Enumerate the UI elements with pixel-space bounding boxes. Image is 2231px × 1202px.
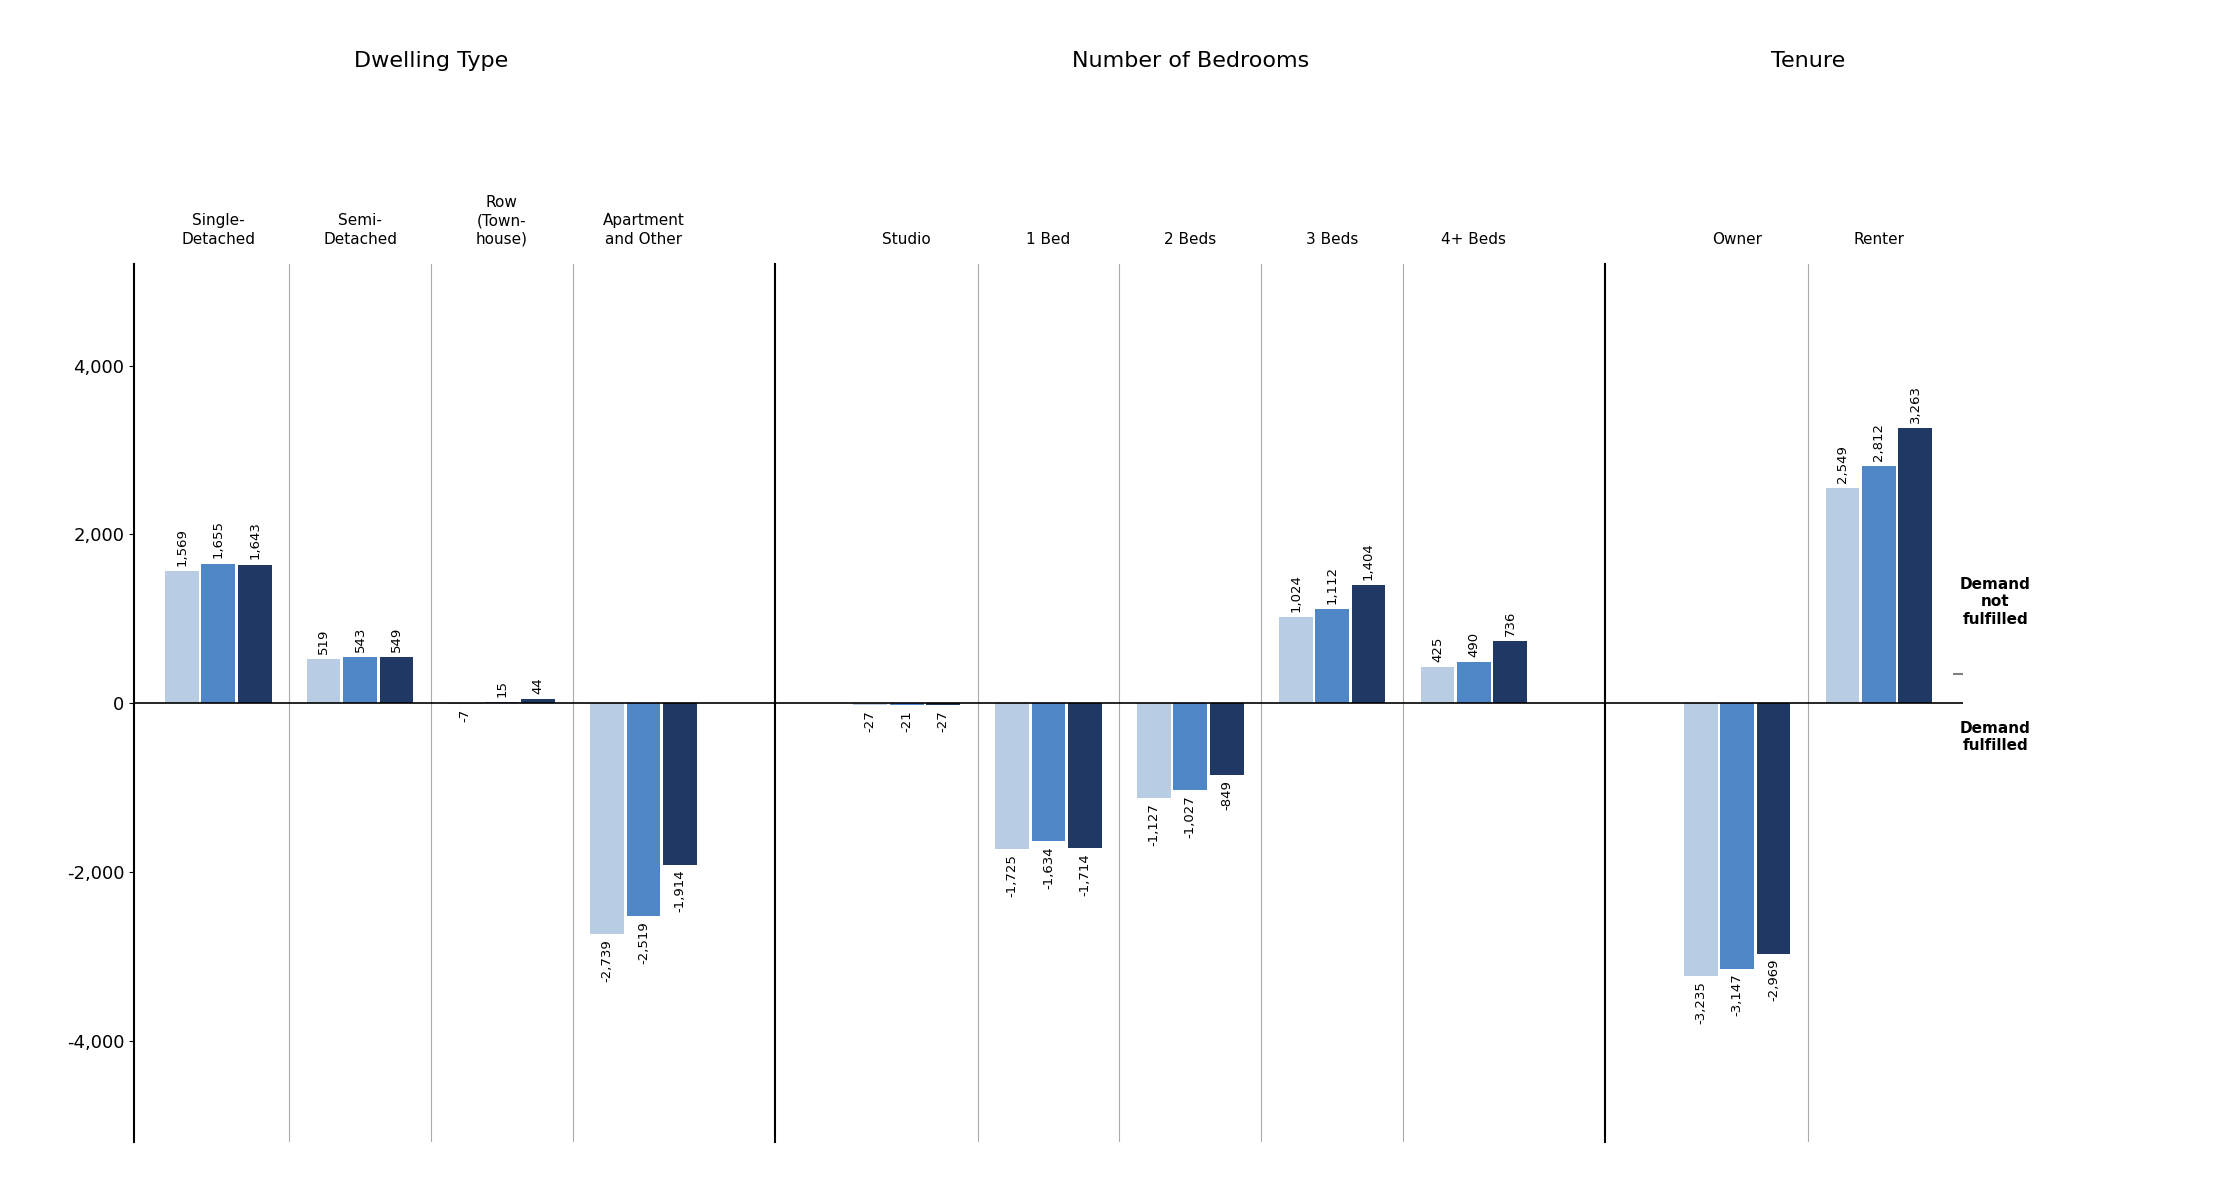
Bar xyxy=(165,571,199,703)
Text: 44: 44 xyxy=(531,678,544,695)
Text: Studio: Studio xyxy=(883,232,930,246)
Text: -2,739: -2,739 xyxy=(600,939,614,982)
Text: -1,127: -1,127 xyxy=(1147,803,1160,846)
Bar xyxy=(239,565,272,703)
Text: 490: 490 xyxy=(1468,631,1481,656)
Text: 4+ Beds: 4+ Beds xyxy=(1441,232,1506,246)
Text: Tenure: Tenure xyxy=(1771,52,1845,71)
Text: Single-
Detached: Single- Detached xyxy=(181,213,254,246)
Bar xyxy=(1209,703,1243,775)
Bar xyxy=(1457,662,1490,703)
Text: 2,812: 2,812 xyxy=(1872,423,1885,460)
Bar xyxy=(627,703,660,916)
Bar xyxy=(995,703,1028,849)
Text: Dwelling Type: Dwelling Type xyxy=(355,52,509,71)
Text: 1,404: 1,404 xyxy=(1363,542,1374,579)
Text: 1,643: 1,643 xyxy=(248,522,261,559)
Bar xyxy=(663,703,696,864)
Text: -2,969: -2,969 xyxy=(1767,959,1780,1001)
Text: -1,714: -1,714 xyxy=(1078,853,1091,895)
Bar xyxy=(1421,667,1455,703)
Bar xyxy=(201,564,234,703)
Bar xyxy=(1684,703,1718,976)
Text: 736: 736 xyxy=(1504,611,1517,636)
Text: -849: -849 xyxy=(1220,780,1234,810)
Bar xyxy=(1493,641,1528,703)
Text: 15: 15 xyxy=(495,680,509,697)
Text: 3 Beds: 3 Beds xyxy=(1305,232,1359,246)
Bar xyxy=(1069,703,1102,847)
Text: Row
(Town-
house): Row (Town- house) xyxy=(475,195,529,246)
Bar xyxy=(484,702,518,703)
Text: Demand
fulfilled: Demand fulfilled xyxy=(1959,721,2030,754)
Text: 2 Beds: 2 Beds xyxy=(1165,232,1216,246)
Text: 1,655: 1,655 xyxy=(212,520,225,559)
Bar xyxy=(1174,703,1207,790)
Text: 519: 519 xyxy=(317,629,330,654)
Text: 549: 549 xyxy=(390,626,404,651)
Bar xyxy=(1756,703,1791,953)
Text: Renter: Renter xyxy=(1854,232,1905,246)
Bar xyxy=(854,703,888,706)
Text: -3,235: -3,235 xyxy=(1693,981,1707,1024)
Bar xyxy=(522,700,556,703)
Bar xyxy=(1899,428,1932,703)
Bar xyxy=(1278,617,1312,703)
Bar xyxy=(1863,466,1896,703)
Bar xyxy=(344,657,377,703)
Text: 425: 425 xyxy=(1430,637,1443,662)
Text: 2,549: 2,549 xyxy=(1836,445,1849,483)
Bar xyxy=(379,656,413,703)
Bar xyxy=(1031,703,1066,841)
Bar xyxy=(890,703,924,704)
Text: Semi-
Detached: Semi- Detached xyxy=(323,213,397,246)
Bar xyxy=(591,703,625,934)
Text: 1,024: 1,024 xyxy=(1290,573,1303,612)
Bar xyxy=(1352,584,1385,703)
Text: -7: -7 xyxy=(460,709,471,722)
Text: 543: 543 xyxy=(352,627,366,653)
Text: 1 Bed: 1 Bed xyxy=(1026,232,1071,246)
Bar xyxy=(1825,488,1858,703)
Bar xyxy=(1138,703,1171,798)
Text: Demand
not
fulfilled: Demand not fulfilled xyxy=(1959,577,2030,626)
Text: Owner: Owner xyxy=(1711,232,1762,246)
Bar xyxy=(1316,609,1350,703)
Text: -27: -27 xyxy=(863,710,877,732)
Bar xyxy=(1720,703,1754,969)
Bar xyxy=(926,703,959,706)
Bar xyxy=(306,660,341,703)
Text: Apartment
and Other: Apartment and Other xyxy=(602,213,685,246)
Text: -27: -27 xyxy=(937,710,950,732)
Text: -1,634: -1,634 xyxy=(1042,846,1055,888)
Text: 1,112: 1,112 xyxy=(1325,566,1339,605)
Text: 3,263: 3,263 xyxy=(1910,385,1921,423)
Text: -1,725: -1,725 xyxy=(1006,853,1020,897)
Text: -3,147: -3,147 xyxy=(1731,974,1745,1017)
Text: -1,027: -1,027 xyxy=(1185,795,1196,838)
Text: 1,569: 1,569 xyxy=(176,528,187,566)
Text: -21: -21 xyxy=(901,710,912,732)
Text: Number of Bedrooms: Number of Bedrooms xyxy=(1071,52,1310,71)
Text: -2,519: -2,519 xyxy=(638,921,649,964)
Text: -1,914: -1,914 xyxy=(674,870,687,912)
